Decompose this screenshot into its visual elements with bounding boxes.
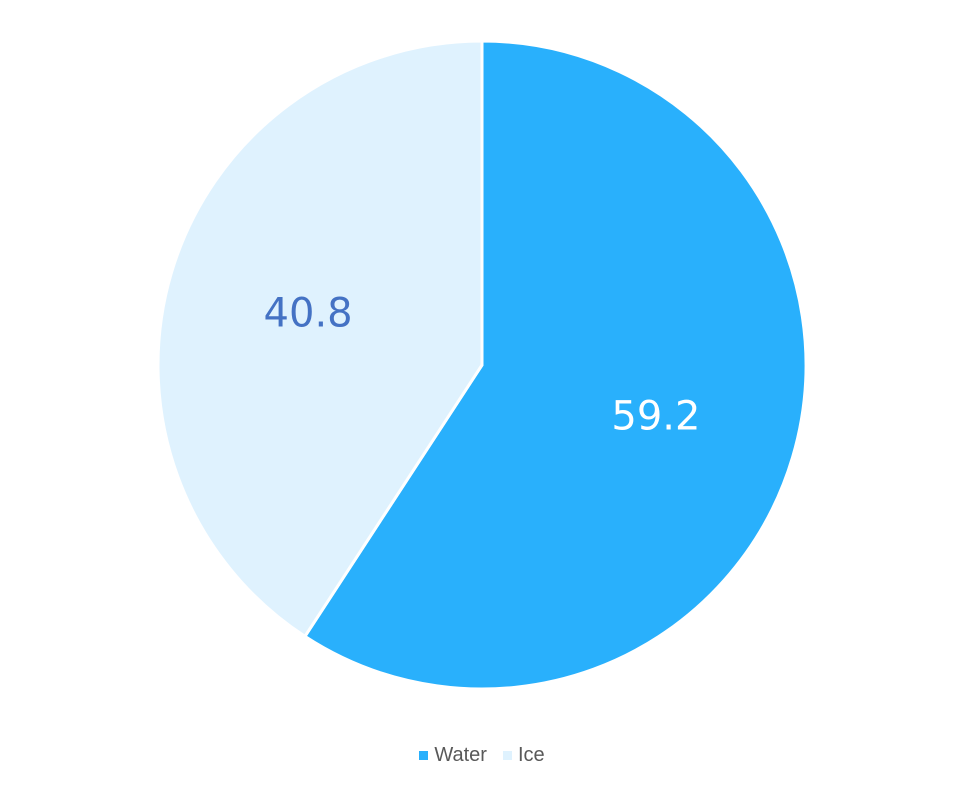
data-label-water: 59.2	[611, 394, 700, 440]
chart-legend: Water Ice	[0, 740, 964, 770]
data-label-ice: 40.8	[264, 290, 353, 336]
legend-swatch-ice	[502, 750, 512, 760]
legend-swatch-water	[419, 750, 429, 760]
legend-item-water: Water	[419, 744, 487, 767]
legend-item-ice: Ice	[502, 743, 545, 767]
pie-slice-ice	[156, 39, 484, 639]
legend-label-water: Water	[434, 743, 487, 766]
pie-slice-water	[302, 39, 808, 691]
legend-label-ice: Ice	[517, 743, 545, 766]
